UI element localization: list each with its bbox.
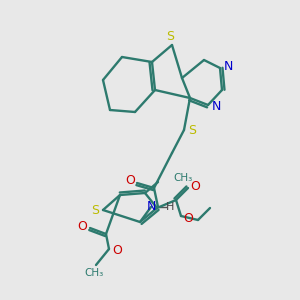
Text: N: N (211, 100, 221, 113)
Text: CH₃: CH₃ (84, 268, 104, 278)
Text: O: O (125, 175, 135, 188)
Text: S: S (188, 124, 196, 137)
Text: H: H (166, 202, 174, 212)
Text: N: N (223, 59, 233, 73)
Text: S: S (91, 205, 99, 218)
Text: N: N (146, 200, 156, 214)
Text: O: O (77, 220, 87, 233)
Text: O: O (112, 244, 122, 256)
Text: O: O (190, 179, 200, 193)
Text: S: S (166, 31, 174, 44)
Text: CH₃: CH₃ (173, 173, 192, 183)
Text: O: O (183, 212, 193, 226)
